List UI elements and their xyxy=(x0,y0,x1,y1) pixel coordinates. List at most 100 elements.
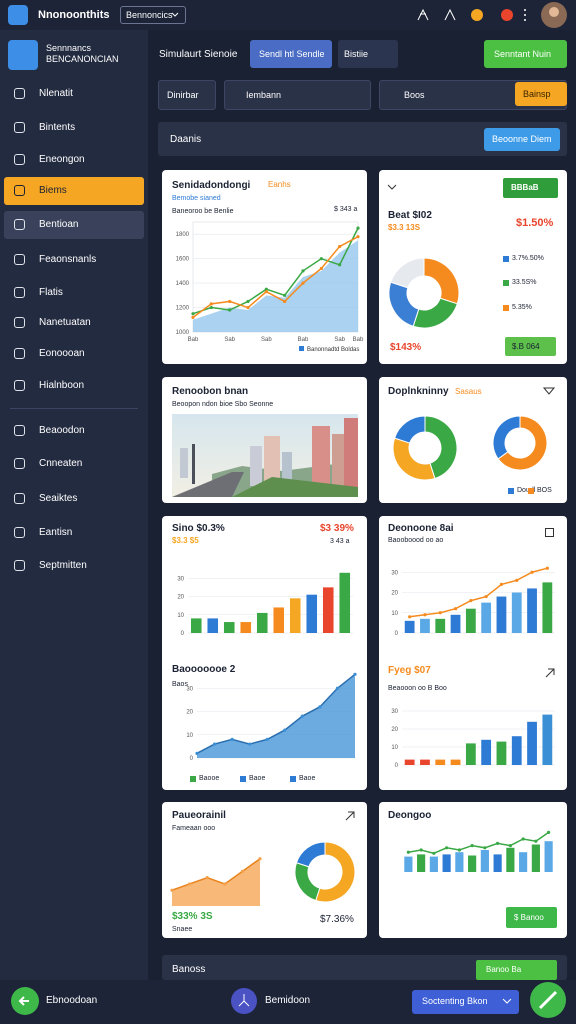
menu-icon xyxy=(14,219,25,230)
menu-icon xyxy=(14,458,25,469)
search-label: Iembann xyxy=(246,90,282,100)
icon[interactable] xyxy=(444,8,456,21)
card-subtitle: Baooboood oo ao xyxy=(388,537,444,544)
filter-field[interactable] xyxy=(158,80,216,110)
expand-icon[interactable] xyxy=(545,528,554,537)
menu-highlight xyxy=(4,177,144,205)
card-title: Doplnkninny xyxy=(388,386,449,397)
sidebar-subtitle: BENCANONCIAN xyxy=(46,54,119,64)
menu-item[interactable]: Bintents xyxy=(39,122,76,133)
search-field[interactable] xyxy=(224,80,371,110)
arrow-icon[interactable] xyxy=(344,810,356,822)
legend-label: 5.35% xyxy=(512,304,532,311)
menu-icon xyxy=(14,185,25,196)
menu-item[interactable]: Septmitten xyxy=(39,560,87,571)
icon[interactable] xyxy=(471,9,483,21)
menu-item[interactable]: Beaoodon xyxy=(39,425,85,436)
card-caption: Snaee xyxy=(172,926,193,933)
chart-title: Baooooooe 2 xyxy=(172,664,236,675)
bottom-icons xyxy=(11,982,566,1018)
tab-active[interactable] xyxy=(250,40,332,68)
card-title: Deongoo xyxy=(388,810,432,821)
section-button[interactable] xyxy=(484,128,560,151)
menu-item[interactable]: Nanetuatan xyxy=(39,317,91,328)
menu-icon xyxy=(14,88,25,99)
menu-icon xyxy=(14,287,25,298)
strip-button[interactable] xyxy=(476,960,557,980)
menu-item[interactable]: Hialnboon xyxy=(39,380,85,391)
legend-label: Baoe xyxy=(299,775,316,782)
tab-label: Bistiie xyxy=(344,49,369,59)
dropdown[interactable] xyxy=(412,990,519,1014)
sidebar-title: Sennnancs xyxy=(46,43,92,53)
filter-label: Dinirbar xyxy=(167,90,199,100)
button-label: BBBaB xyxy=(511,183,539,192)
legend-swatch xyxy=(190,776,196,782)
legend-label: Baoe xyxy=(249,775,266,782)
arrow-icon[interactable] xyxy=(544,667,556,679)
top-icons xyxy=(171,2,567,28)
menu-item[interactable]: Biems xyxy=(39,185,67,196)
card-total: $143% xyxy=(390,342,422,353)
card-total: $7.36% xyxy=(320,914,354,925)
button-label: $.B 064 xyxy=(512,342,540,351)
icon[interactable] xyxy=(501,9,513,21)
app-name: Nnonoonthits xyxy=(38,9,110,21)
menu-icon xyxy=(14,348,25,359)
menu-highlight xyxy=(4,211,144,239)
card xyxy=(162,516,367,790)
menu-icon xyxy=(14,425,25,436)
card-title: Paueorainil xyxy=(172,810,226,821)
primary-button[interactable] xyxy=(484,40,567,68)
menu-item[interactable]: Nlenatit xyxy=(39,88,73,99)
button-label: Bainsp xyxy=(523,89,551,99)
card-button[interactable] xyxy=(506,907,557,928)
card-title: Sino $0.3% xyxy=(172,523,225,534)
chart-title: Fyeg $07 xyxy=(388,665,431,676)
chevron[interactable] xyxy=(543,386,555,396)
section-title: Daanis xyxy=(170,134,202,145)
menu-item[interactable]: Cnneaten xyxy=(39,458,83,469)
card-tag: Eanhs xyxy=(268,180,291,189)
dropdown[interactable] xyxy=(120,6,186,24)
button-label: $ Banoo xyxy=(514,913,544,922)
tab[interactable] xyxy=(338,40,398,68)
chart-subtitle: Beaooon oo B Boo xyxy=(388,685,447,692)
card-subtitle: Bemobe sianed xyxy=(172,195,221,202)
legend-label: BOS xyxy=(537,487,552,494)
menu-icon xyxy=(14,122,25,133)
sidebar-logo xyxy=(8,40,38,70)
filter-button[interactable] xyxy=(515,82,567,106)
button-label: Beoonne Diem xyxy=(492,134,552,144)
chevron[interactable] xyxy=(386,182,398,192)
card-value: $33% 3S xyxy=(172,911,213,922)
card-title: Renoobon bnan xyxy=(172,386,249,397)
icon[interactable] xyxy=(417,8,429,21)
menu-icon xyxy=(14,154,25,165)
card xyxy=(379,170,567,364)
chart-subtitle: Baos xyxy=(172,681,188,688)
card-button[interactable] xyxy=(503,178,558,198)
legend-swatch xyxy=(503,256,509,262)
menu-icon xyxy=(14,527,25,538)
menu-item[interactable]: Feaonsnanls xyxy=(39,254,97,265)
legend-swatch xyxy=(240,776,246,782)
menu-item[interactable]: Seaiktes xyxy=(39,493,78,504)
menu-item[interactable]: Flatis xyxy=(39,287,63,298)
menu-item[interactable]: Bentioan xyxy=(39,219,79,230)
button-label: Senntant Nuin xyxy=(494,49,552,59)
bottom-label: Bemidoon xyxy=(265,995,311,1006)
card xyxy=(379,516,567,790)
filter-label: Boos xyxy=(404,90,425,100)
menu-item[interactable]: Eantisn xyxy=(39,527,73,538)
card-value: $1.50% xyxy=(516,217,554,229)
legend-swatch xyxy=(503,305,509,311)
photo xyxy=(172,414,358,497)
legend-label: Doudl xyxy=(517,487,536,494)
card-caption: Baneoroo be Benlie xyxy=(172,208,234,215)
card-button[interactable] xyxy=(505,337,556,356)
card-note: 3 43 a xyxy=(330,538,350,545)
app-logo[interactable] xyxy=(8,5,28,25)
menu-item[interactable]: Eneongon xyxy=(39,154,85,165)
menu-item[interactable]: Eonoooan xyxy=(39,348,85,359)
